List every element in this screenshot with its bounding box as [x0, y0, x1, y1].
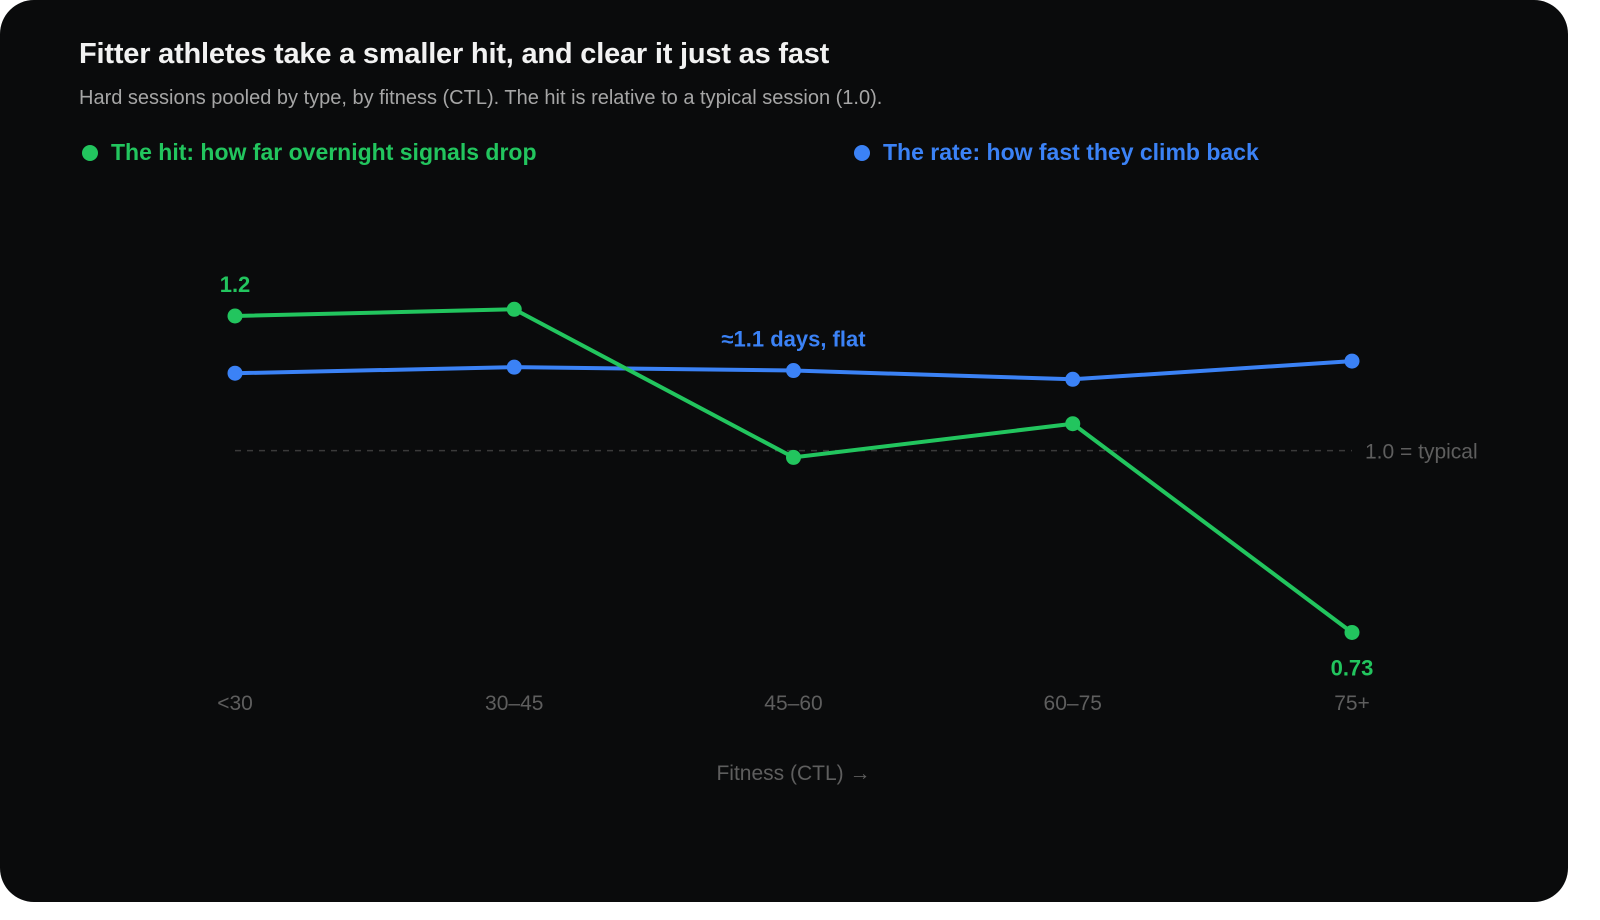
chart-subtitle: Hard sessions pooled by type, by fitness… [79, 87, 883, 109]
data-point-hit-2 [786, 449, 801, 465]
series-lines [233, 307, 1354, 635]
reference-line-label: 1.0 = typical [1365, 441, 1478, 464]
data-point-rate-4 [1344, 353, 1360, 369]
series-line-hit [233, 307, 1354, 635]
x-tick-label-1: 30–45 [485, 692, 543, 715]
data-label-hit-0: 1.2 [220, 272, 251, 297]
x-axis-label: Fitness (CTL) → [716, 762, 870, 785]
legend-dot-rate-icon [854, 144, 870, 161]
data-point-rate-3 [1065, 371, 1081, 387]
data-labels: 1.2 0.73 ≈1.1 days, flat [220, 272, 1374, 680]
chart-title: Fitter athletes take a smaller hit, and … [79, 38, 830, 70]
x-tick-label-3: 60–75 [1044, 692, 1102, 715]
legend-dot-hit-icon [82, 144, 98, 161]
data-point-rate-1 [506, 359, 522, 375]
chart-plot: 1.0 = typical 1.2 0.73 ≈1.1 days, flat <30… [217, 272, 1478, 785]
data-point-hit-0 [227, 308, 243, 324]
reference-layer: 1.0 = typical [235, 441, 1478, 464]
data-point-rate-0 [227, 365, 243, 381]
data-point-hit-1 [506, 301, 522, 317]
x-axis: <30 30–45 45–60 60–75 75+ Fitness (CTL) → [217, 692, 1370, 785]
x-tick-label-4: 75+ [1334, 692, 1370, 715]
x-tick-label-0: <30 [217, 692, 253, 715]
chart-card: Fitter athletes take a smaller hit, and … [0, 0, 1568, 902]
series-points [227, 301, 1360, 640]
legend-label-rate: The rate: how fast they climb back [883, 139, 1259, 165]
legend-label-hit: The hit: how far overnight signals drop [111, 139, 537, 165]
data-label-rate-2: ≈1.1 days, flat [721, 327, 866, 352]
data-point-hit-3 [1065, 416, 1081, 432]
data-label-hit-4: 0.73 [1331, 655, 1374, 680]
data-point-hit-4 [1344, 624, 1360, 640]
x-tick-label-2: 45–60 [764, 692, 822, 715]
legend-item-rate: The rate: how fast they climb back [854, 139, 1259, 166]
data-point-rate-2 [786, 363, 801, 379]
legend-item-hit: The hit: how far overnight signals drop [82, 139, 537, 166]
